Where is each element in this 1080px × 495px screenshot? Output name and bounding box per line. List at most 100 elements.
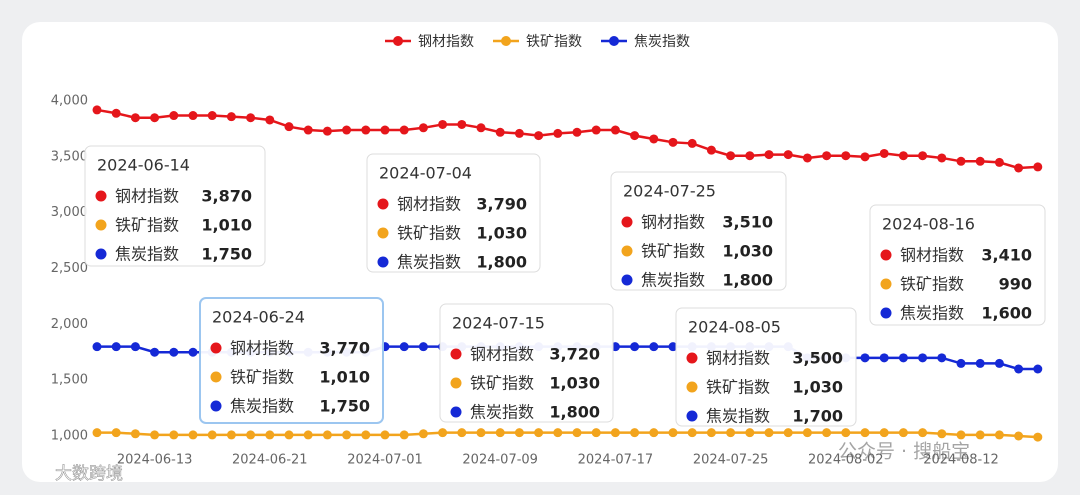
tooltip-dot [621,216,633,228]
tooltip-value: 1,800 [476,253,527,272]
tooltip-dot [210,371,222,383]
tooltip-dot [450,377,462,389]
data-point [438,119,448,129]
data-point [937,429,947,439]
data-point [764,428,774,438]
tooltip-dot [880,249,892,261]
tooltip-box [439,303,614,423]
data-point [610,428,620,438]
data-point [1033,364,1043,374]
tooltip-dot [377,198,389,210]
data-point [898,353,908,363]
data-point [265,115,275,125]
data-point [745,428,755,438]
tooltip: 2024-07-04 钢材指数 3,790 铁矿指数 1,030 焦炭指数 1,800 [366,153,541,273]
data-point [802,153,812,163]
data-point [361,125,371,135]
data-point [188,430,198,440]
data-point [207,111,217,121]
data-point [572,428,582,438]
data-point [284,122,294,132]
tooltip: 2024-08-16 钢材指数 3,410 铁矿指数 990 焦炭指数 1,600 [869,204,1046,326]
tooltip-value: 3,790 [476,195,527,214]
tooltip-date: 2024-08-05 [688,318,781,337]
x-tick-label: 2024-07-25 [693,453,769,468]
x-tick-label: 2024-07-01 [347,453,423,468]
data-point [994,430,1004,440]
data-point [380,125,390,135]
data-point [591,125,601,135]
data-point [399,342,409,352]
tooltip-name: 钢材指数 [115,187,179,206]
tooltip-dot [880,307,892,319]
data-point [860,428,870,438]
data-point [956,430,966,440]
data-point [380,430,390,440]
tooltip-value: 1,030 [549,374,600,393]
tooltip-dot [686,410,698,422]
tooltip-date: 2024-06-24 [212,308,305,327]
data-point [438,428,448,438]
data-point [514,128,524,138]
tooltip-dot [377,256,389,268]
legend-dot [501,36,511,46]
data-point [130,342,140,352]
tooltip-dot [621,274,633,286]
data-point [553,428,563,438]
y-tick-label: 3,500 [51,149,88,164]
data-point [418,429,428,439]
data-point [956,358,966,368]
tooltip-name: 铁矿指数 [470,374,534,393]
tooltip-name: 铁矿指数 [706,378,770,397]
data-point [169,347,179,357]
tooltip-value: 1,010 [319,368,370,387]
tooltip-dot [95,219,107,231]
tooltip-value: 1,030 [476,224,527,243]
tooltip-date: 2024-07-15 [452,314,545,333]
tooltip-name: 焦炭指数 [397,253,461,272]
data-point [111,428,121,438]
data-point [783,428,793,438]
tooltip-value: 990 [999,275,1032,294]
data-point [342,430,352,440]
tooltip-box [199,297,384,424]
data-point [534,131,544,141]
tooltip-dot [686,381,698,393]
data-point [841,428,851,438]
data-point [150,113,160,123]
data-point [822,151,832,161]
y-tick-label: 3,000 [51,205,88,220]
tooltip-name: 焦炭指数 [641,271,705,290]
data-point [495,428,505,438]
data-point [399,125,409,135]
tooltip-name: 焦炭指数 [115,245,179,264]
data-point [246,430,256,440]
tooltip-date: 2024-07-04 [379,164,472,183]
data-point [726,428,736,438]
data-point [668,428,678,438]
data-point [649,428,659,438]
tooltip-dot [95,248,107,260]
data-point [706,145,716,155]
data-point [860,152,870,162]
data-point [284,430,294,440]
data-point [956,156,966,166]
tooltip-value: 1,600 [981,304,1032,323]
tooltip-value: 1,800 [722,271,773,290]
tooltip-value: 3,410 [981,246,1032,265]
tooltip-value: 1,750 [319,397,370,416]
data-point [226,112,236,122]
tooltip-box [366,153,541,273]
data-point [303,430,313,440]
tooltip-dot [686,352,698,364]
data-point [764,150,774,160]
tooltip-dot [450,348,462,360]
data-point [1033,162,1043,172]
tooltip-value: 1,800 [549,403,600,422]
data-point [130,429,140,439]
tooltip-name: 铁矿指数 [115,216,179,235]
data-point [668,342,678,352]
tooltip: 2024-06-14 钢材指数 3,870 铁矿指数 1,010 焦炭指数 1,750 [84,145,266,267]
tooltip: 2024-07-15 钢材指数 3,720 铁矿指数 1,030 焦炭指数 1,800 [439,303,614,423]
tooltip-value: 1,750 [201,245,252,264]
